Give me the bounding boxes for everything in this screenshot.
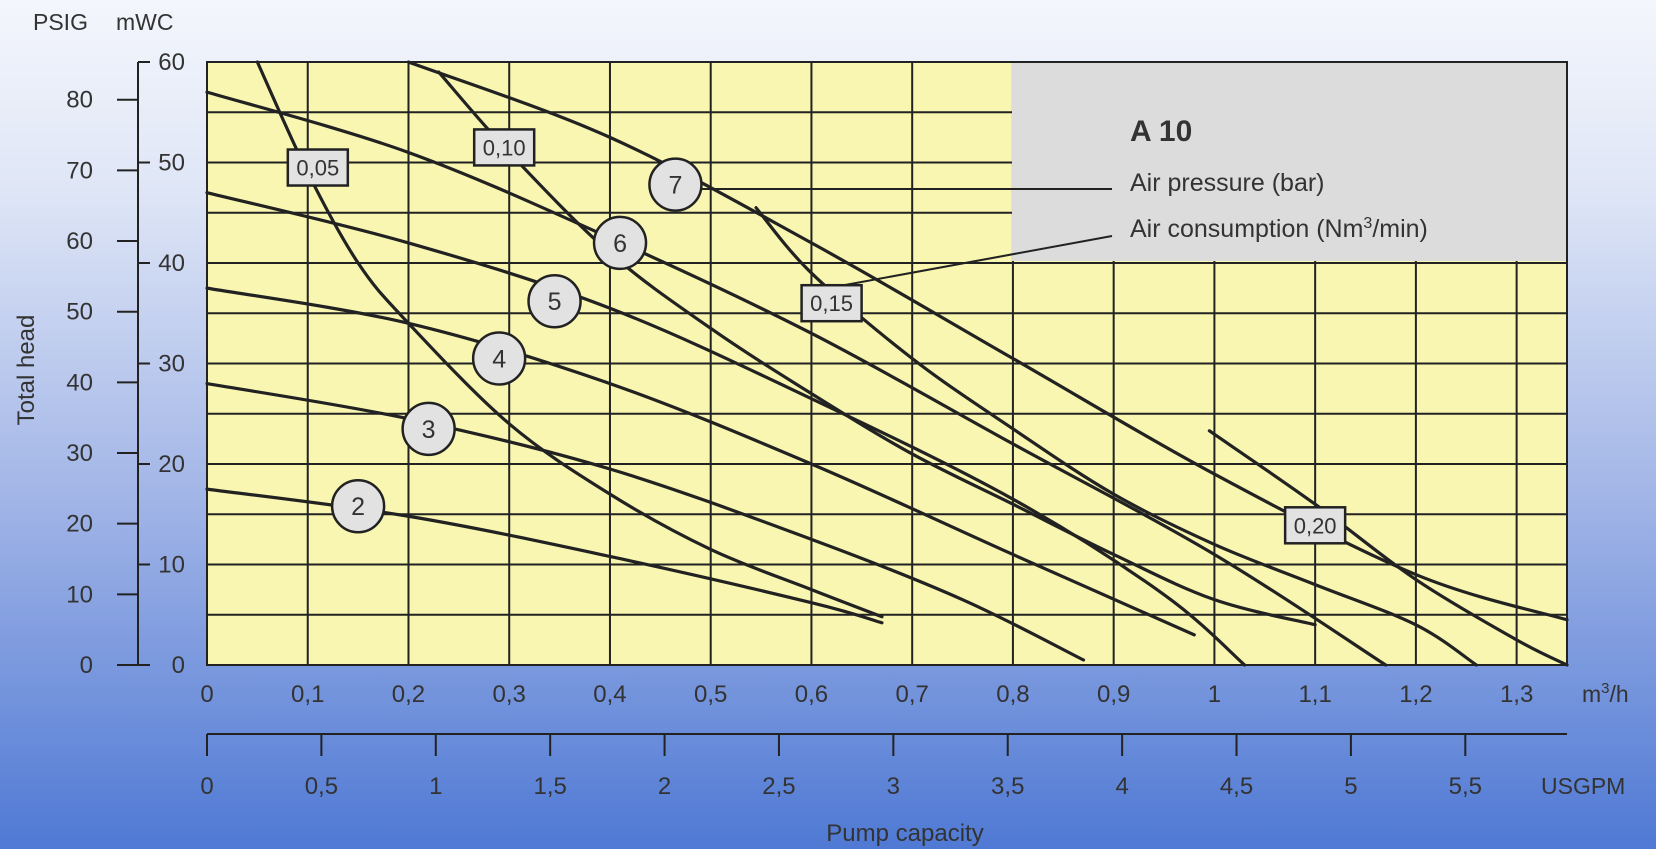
curves — [205, 60, 1569, 667]
x-tick-label-usgpm: 5 — [1344, 773, 1357, 800]
legend-air-pressure: Air pressure (bar) — [1130, 169, 1325, 197]
y-tick-label-mwc: 0 — [172, 652, 185, 679]
x-tick-label-m3h: 0,5 — [694, 681, 727, 708]
x-tick-label-m3h: 0,2 — [392, 681, 425, 708]
air-badge-label: 0,05 — [296, 156, 339, 181]
legend-box — [1012, 62, 1567, 261]
pressure-badge-label: 3 — [422, 416, 436, 444]
y-axis-title: Total head — [13, 315, 40, 426]
pressure-badge-2 — [330, 478, 386, 534]
y-axis-psig: 0 10 20 30 40 50 60 70 80 — [66, 62, 139, 679]
x-tick-label-usgpm: 5,5 — [1449, 773, 1482, 800]
x-tick-label-m3h: 1 — [1208, 681, 1221, 708]
x-axis-usgpm: 0 0,5 1 1,5 2 2,5 3 3,5 4 4,5 5 5,5 — [200, 733, 1567, 800]
legend-air-consumption: Air consumption (Nm3/min) — [1130, 215, 1428, 243]
y-tick-label-mwc: 60 — [158, 49, 185, 76]
x-axis-m3h: 0 0,1 0,2 0,3 0,4 0,5 0,6 0,7 0,8 0,9 1 1,1 1,2 1,3 — [200, 681, 1533, 708]
y-tick-label-mwc: 10 — [158, 552, 185, 579]
legend-leader-air — [844, 235, 1113, 286]
curve-labels: 2 3 4 5 6 7 0,05 0,10 0,15 0,20 — [286, 128, 1347, 545]
air-badge-0-15 — [800, 283, 863, 323]
y-tick-label-psig: 80 — [66, 87, 93, 114]
pressure-badge-7 — [648, 157, 703, 212]
x-tick-label-m3h: 0,8 — [996, 681, 1029, 708]
y-tick-label-psig: 50 — [66, 299, 93, 326]
y-tick-label-mwc: 50 — [158, 150, 185, 177]
y-tick-label-mwc: 40 — [158, 250, 185, 277]
x-tick-label-m3h: 1,1 — [1298, 681, 1331, 708]
air-badge-label: 0,10 — [483, 135, 526, 160]
x-tick-label-m3h: 0,7 — [895, 681, 928, 708]
x-unit-m3h: m3/h — [1582, 680, 1629, 707]
y-tick-label-mwc: 20 — [158, 451, 185, 478]
x-tick-label-usgpm: 1 — [429, 773, 442, 800]
y-tick-label-psig: 60 — [66, 228, 93, 255]
x-tick-label-usgpm: 3,5 — [991, 773, 1024, 800]
air-curve-0-05 — [255, 60, 884, 619]
x-tick-label-m3h: 0,3 — [493, 681, 526, 708]
pressure-badge-label: 5 — [548, 288, 562, 316]
x-tick-label-usgpm: 2,5 — [762, 773, 795, 800]
pressure-curve-3 — [205, 382, 1086, 662]
x-tick-label-m3h: 0,1 — [291, 681, 324, 708]
x-tick-label-m3h: 1,2 — [1399, 681, 1432, 708]
air-badge-0-10 — [472, 128, 536, 167]
x-axis-title: Pump capacity — [826, 820, 983, 847]
x-tick-label-usgpm: 0 — [200, 773, 213, 800]
air-badge-label: 0,15 — [810, 291, 853, 316]
x-tick-label-usgpm: 0,5 — [305, 773, 338, 800]
y-tick-label-psig: 20 — [66, 511, 93, 538]
x-tick-label-usgpm: 3 — [887, 773, 900, 800]
pressure-badge-3 — [401, 401, 456, 457]
air-badge-0-05 — [286, 148, 350, 187]
y-tick-label-psig: 10 — [66, 581, 93, 608]
pressure-curve-5 — [205, 191, 1247, 667]
y-unit-mwc: mWC — [116, 9, 173, 35]
plot-border — [206, 61, 1568, 666]
x-tick-label-m3h: 0 — [200, 681, 213, 708]
pressure-curve-6 — [205, 90, 1388, 667]
y-tick-label-psig: 30 — [66, 440, 93, 467]
pressure-badge-6 — [592, 215, 648, 271]
pressure-badge-label: 2 — [351, 493, 365, 521]
x-tick-label-m3h: 0,9 — [1097, 681, 1130, 708]
x-tick-label-m3h: 1,3 — [1500, 681, 1533, 708]
model-title: A 10 — [1130, 115, 1192, 148]
x-tick-label-usgpm: 2 — [658, 773, 671, 800]
y-tick-label-psig: 40 — [66, 369, 93, 396]
pressure-badge-4 — [471, 331, 527, 386]
y-tick-label-psig: 70 — [66, 157, 93, 184]
air-badge-label: 0,20 — [1294, 513, 1337, 538]
pressure-badge-label: 7 — [668, 172, 682, 200]
pressure-curve-4 — [205, 286, 1196, 637]
y-tick-label-psig: 0 — [80, 652, 93, 679]
pressure-curve-2 — [205, 487, 884, 625]
air-badge-0-20 — [1283, 506, 1347, 545]
air-curve-0-10 — [437, 70, 1317, 627]
y-tick-label-mwc: 30 — [158, 351, 185, 378]
y-unit-psig: PSIG — [33, 9, 88, 35]
pressure-badge-5 — [527, 273, 582, 329]
x-tick-label-usgpm: 4,5 — [1220, 773, 1253, 800]
x-tick-label-usgpm: 4 — [1115, 773, 1128, 800]
y-axis-mwc: 0 10 20 30 40 50 60 — [138, 49, 185, 679]
air-curve-0-20 — [1207, 429, 1569, 667]
pressure-badge-label: 4 — [492, 345, 506, 373]
x-tick-label-usgpm: 1,5 — [533, 773, 566, 800]
x-tick-label-m3h: 0,4 — [593, 681, 626, 708]
x-unit-usgpm: USGPM — [1541, 773, 1625, 799]
pressure-badge-label: 6 — [613, 230, 627, 258]
x-tick-label-m3h: 0,6 — [795, 681, 828, 708]
